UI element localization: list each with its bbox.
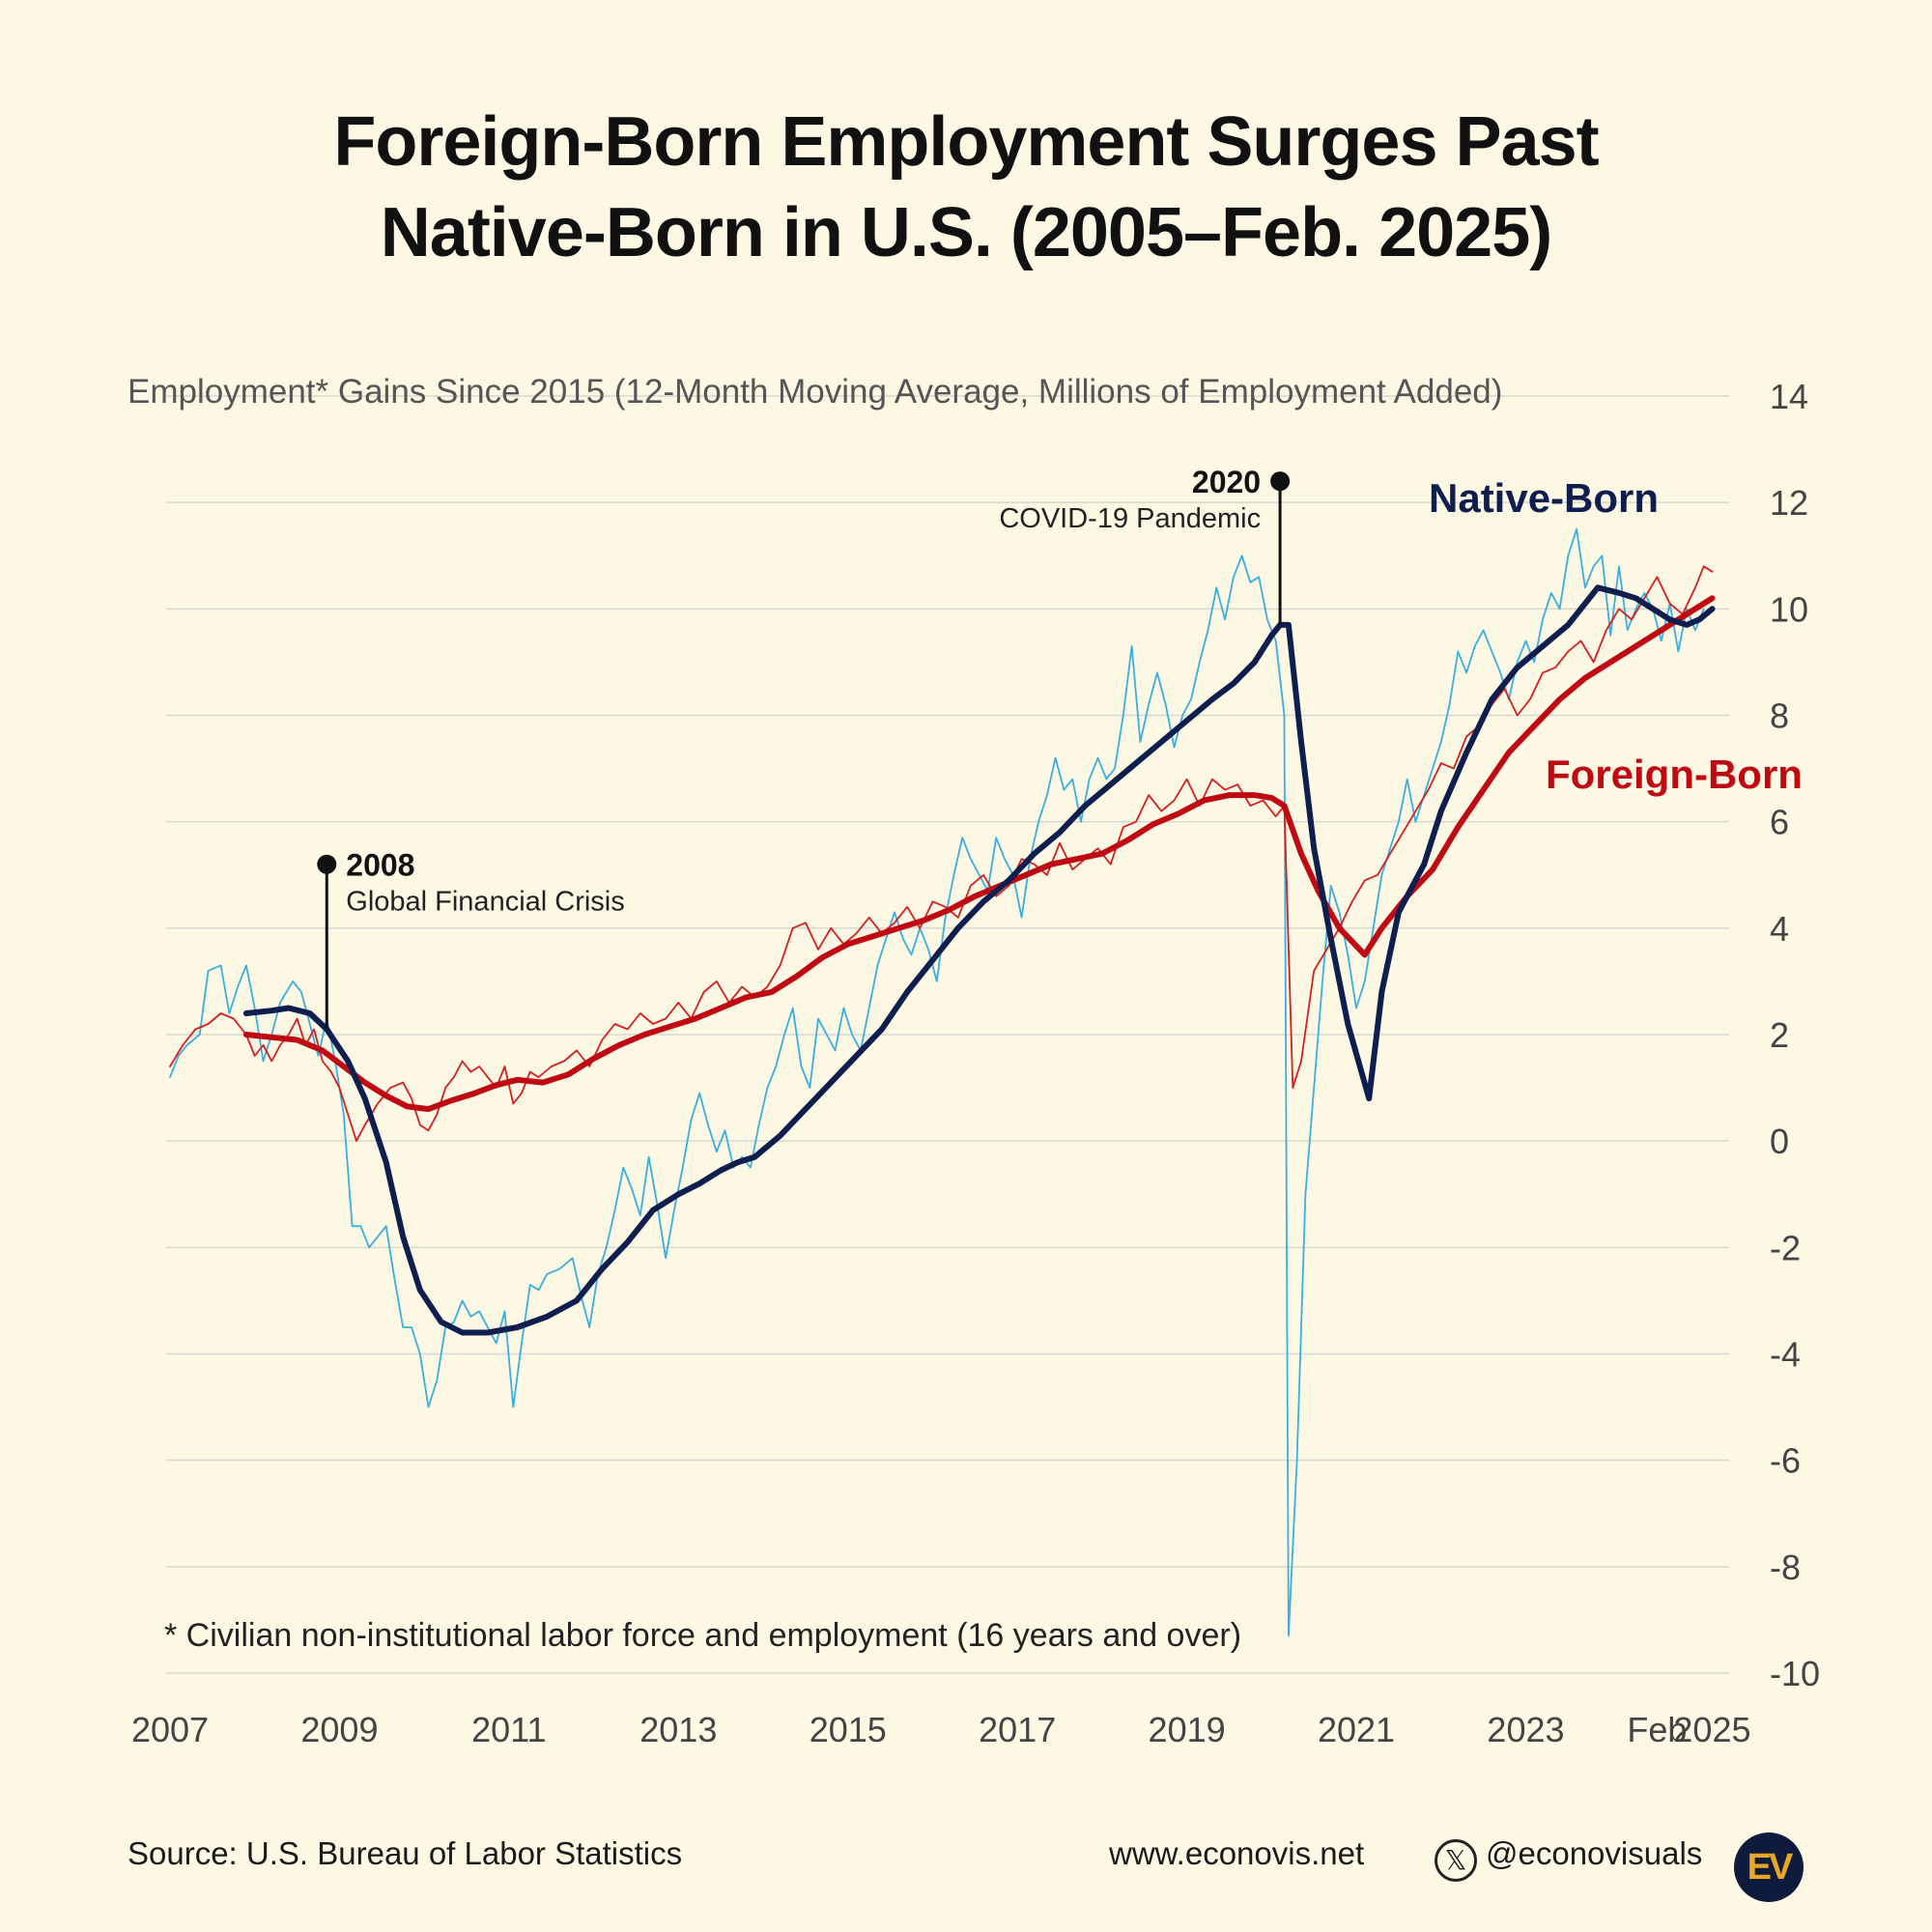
annotation-label: Global Financial Crisis (346, 887, 625, 918)
y-tick-label: -4 (1770, 1335, 1801, 1375)
x-logo-icon[interactable]: 𝕏 (1435, 1839, 1477, 1882)
y-tick-label: 14 (1770, 377, 1808, 416)
annotation-year: 2020 (1192, 465, 1261, 499)
x-tick-label: 2023 (1487, 1710, 1564, 1749)
y-tick-label: -10 (1770, 1654, 1820, 1693)
y-tick-label: 10 (1770, 589, 1808, 629)
series-lines (169, 527, 1716, 1637)
series-label-foreign-born: Foreign-Born (1546, 752, 1803, 797)
x-tick-label: 2007 (131, 1710, 209, 1749)
series-line-foreign-born (242, 595, 1716, 1113)
y-tick-label: -6 (1770, 1441, 1801, 1481)
chart-subtitle: Employment* Gains Since 2015 (12-Month M… (128, 373, 1502, 411)
title-line-1: Foreign-Born Employment Surges Past (333, 103, 1599, 181)
y-tick-label: 0 (1770, 1122, 1789, 1161)
series-label-native-born: Native-Born (1429, 475, 1659, 521)
annotation-marker (317, 854, 337, 874)
annotation-label: COVID-19 Pandemic (999, 503, 1261, 534)
x-tick-label: 2015 (810, 1710, 887, 1749)
gridlines (166, 395, 1729, 1674)
annotation-marker (1270, 471, 1291, 492)
series-labels: Native-Born Foreign-Born (1429, 475, 1803, 797)
annotation-year: 2008 (346, 848, 414, 883)
annotations: 2008 Global Financial Crisis 2020 COVID-19 … (317, 465, 1291, 1030)
series-line-native-born-monthly (169, 527, 1705, 1637)
social-handle[interactable]: @econovisuals (1486, 1835, 1703, 1871)
y-tick-label: -8 (1770, 1548, 1801, 1587)
x-tick-label: 2021 (1318, 1710, 1395, 1749)
title-line-2: Native-Born in U.S. (2005–Feb. 2025) (380, 194, 1552, 271)
y-axis: 14 12 10 8 6 4 2 0 -2 -4 -6 -8 -10 (1770, 377, 1820, 1693)
y-tick-label: -2 (1770, 1228, 1801, 1267)
y-tick-label: 4 (1770, 909, 1789, 949)
series-line-native-born (242, 584, 1716, 1336)
series-line-foreign-born-monthly (169, 565, 1714, 1143)
x-tick-label: 2011 (471, 1710, 546, 1749)
y-tick-label: 12 (1770, 483, 1808, 523)
x-tick-label: 2017 (979, 1710, 1056, 1749)
chart-title: Foreign-Born Employment Surges Past Nati… (0, 97, 1932, 278)
y-tick-label: 2 (1770, 1015, 1789, 1055)
source-note: Source: U.S. Bureau of Labor Statistics (128, 1835, 683, 1871)
econovis-logo: EV (1734, 1833, 1804, 1902)
x-tick-label: Feb (1627, 1710, 1687, 1749)
y-tick-label: 6 (1770, 803, 1789, 842)
chart-footnote: * Civilian non-institutional labor force… (164, 1617, 1241, 1654)
x-tick-label: 2025 (1673, 1710, 1750, 1749)
x-tick-label: 2013 (639, 1710, 717, 1749)
x-tick-label: 2019 (1149, 1710, 1226, 1749)
y-tick-label: 8 (1770, 696, 1789, 736)
x-tick-label: 2009 (300, 1710, 378, 1749)
website-link[interactable]: www.econovis.net (1109, 1835, 1365, 1871)
x-axis: 2007 2009 2011 2013 2015 2017 2019 2021 2023 Feb2… (131, 1710, 1751, 1749)
